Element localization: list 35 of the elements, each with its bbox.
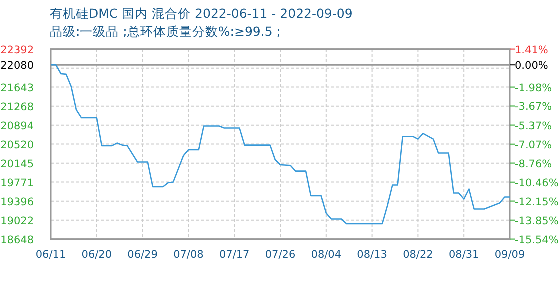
chart-title: 有机硅DMC 国内 混合价 2022-06-11 - 2022-09-09	[50, 6, 353, 21]
chart-subtitle: 品级:一级品 ;总环体质量分数%:≥99.5 ;	[50, 24, 281, 39]
y-tick-label: 19771	[0, 177, 34, 190]
y-tick-label: 21268	[0, 101, 34, 114]
x-tick-label: 07/08	[174, 249, 204, 261]
y2-tick-label: -3.67%	[515, 101, 552, 114]
y-tick-label: 21643	[0, 82, 34, 94]
x-tick-label: 07/26	[265, 249, 296, 261]
y2-tick-label: -10.46%	[515, 177, 559, 190]
y2-tick-label: -7.07%	[515, 139, 552, 152]
y2-tick-label: -1.98%	[515, 82, 552, 94]
y2-tick-label: 0.00%	[515, 60, 548, 72]
x-tick-label: 08/22	[403, 249, 434, 261]
x-tick-label: 06/29	[128, 249, 158, 261]
x-tick-label: 07/17	[219, 249, 250, 261]
y2-tick-label: -13.85%	[515, 215, 559, 228]
x-tick-label: 08/04	[311, 249, 342, 261]
x-tick-label: 08/31	[448, 249, 480, 261]
y-tick-label: 22080	[0, 60, 34, 72]
y-tick-label: 20520	[0, 139, 34, 152]
y-tick-label: 20145	[0, 158, 34, 170]
y-tick-label: 19396	[0, 196, 34, 208]
y2-tick-label: -8.76%	[515, 158, 552, 170]
y-tick-label: 18648	[0, 234, 34, 246]
y2-tick-label: -15.54%	[515, 234, 559, 246]
y-tick-label: 22392	[0, 44, 34, 56]
y2-tick-label: -5.37%	[515, 120, 552, 132]
y2-tick-label: 1.41%	[515, 44, 548, 56]
y-tick-label: 20894	[0, 120, 34, 132]
y-tick-label: 19022	[0, 215, 34, 228]
x-tick-label: 06/20	[82, 249, 112, 261]
x-tick-label: 06/11	[36, 249, 66, 261]
x-tick-label: 09/09	[494, 249, 526, 261]
x-tick-label: 08/13	[357, 249, 388, 261]
y2-tick-label: -12.15%	[515, 196, 559, 208]
